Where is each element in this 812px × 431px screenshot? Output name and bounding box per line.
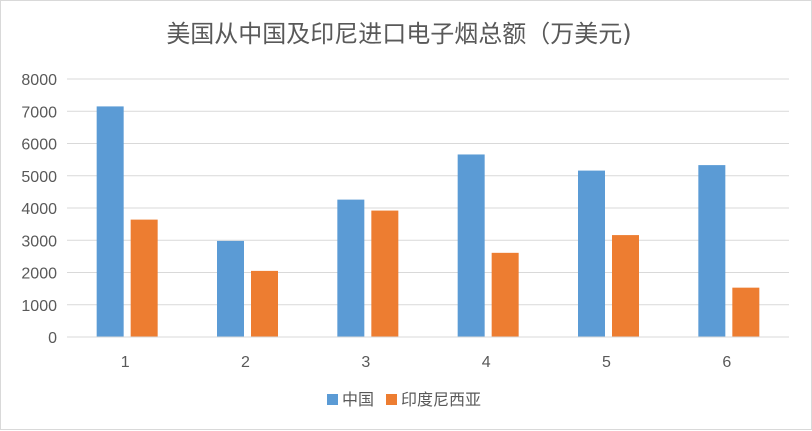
x-tick-label: 6 — [722, 354, 731, 371]
gridlines — [67, 78, 789, 306]
legend-swatch — [327, 394, 338, 405]
x-tick-label: 3 — [361, 354, 370, 371]
x-tick-label: 1 — [121, 354, 130, 371]
y-tick-label: 6000 — [21, 137, 57, 154]
legend: 中国 印度尼西亚 — [327, 390, 481, 409]
bar-indonesia — [612, 235, 639, 337]
bar-china — [96, 106, 124, 337]
bar-indonesia — [251, 270, 278, 337]
y-tick-label: 5000 — [21, 169, 57, 186]
legend-label: 中国 — [342, 390, 374, 409]
legend-label: 印度尼西亚 — [401, 390, 481, 409]
x-tick-label: 2 — [241, 354, 250, 371]
y-tick-label: 1000 — [21, 298, 57, 315]
y-tick-label: 4000 — [21, 201, 57, 218]
x-tick-label: 4 — [482, 354, 491, 371]
bar-indonesia — [491, 252, 519, 337]
bar-china — [337, 199, 365, 337]
y-tick-label: 8000 — [21, 72, 57, 89]
chart-title: 美国从中国及印尼进口电子烟总额（万美元) — [166, 20, 631, 48]
bar-china — [457, 154, 485, 337]
x-axis-ticks: 1 2 3 4 5 6 — [121, 354, 732, 371]
x-tick-label: 5 — [602, 354, 611, 371]
bar-china — [698, 165, 726, 337]
legend-swatch — [386, 394, 397, 405]
y-tick-label: 0 — [48, 330, 57, 347]
y-tick-label: 7000 — [21, 104, 57, 121]
y-tick-label: 2000 — [21, 266, 57, 283]
y-tick-label: 3000 — [21, 233, 57, 250]
bar-indonesia — [130, 219, 158, 337]
bars — [96, 106, 760, 337]
bar-indonesia — [371, 210, 399, 337]
y-axis-ticks: 0 1000 2000 3000 4000 5000 6000 7000 8000 — [21, 72, 57, 347]
bar-china — [578, 170, 605, 337]
bar-indonesia — [732, 287, 760, 337]
bar-china — [217, 240, 244, 337]
